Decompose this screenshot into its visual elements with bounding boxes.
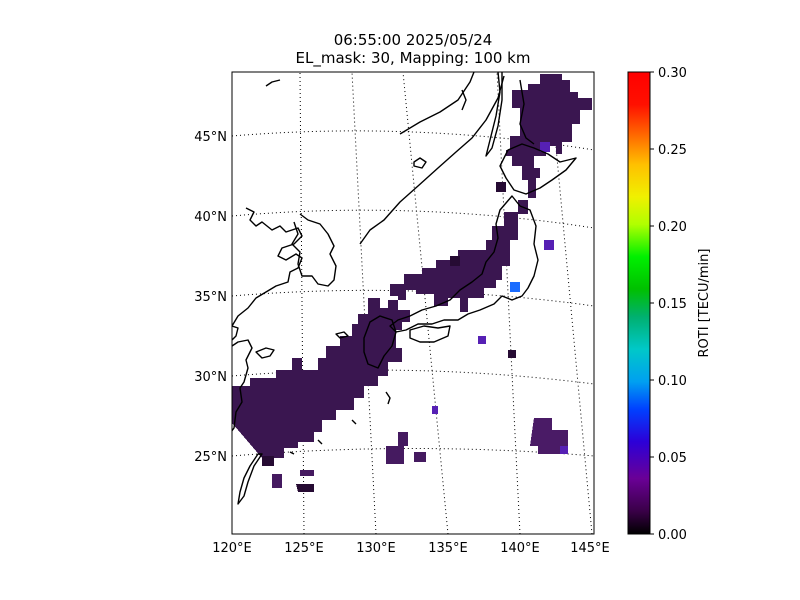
- lon-label-135: 135°E: [428, 541, 468, 556]
- lon-label-145: 145°E: [570, 541, 610, 556]
- colorbar-tick-4: 0.20: [658, 220, 687, 235]
- colorbar-tick-6: 0.30: [658, 66, 687, 81]
- colorbar: 0.00 0.05 0.10 0.15 0.20 0.25 0.30 ROTI …: [627, 66, 712, 543]
- longitude-gridlines: [299, 72, 593, 534]
- lat-label-25: 25°N: [194, 450, 227, 465]
- colorbar-tick-5: 0.25: [658, 143, 687, 158]
- latitude-labels: 25°N 30°N 35°N 40°N 45°N: [194, 130, 227, 465]
- lon-label-120: 120°E: [212, 541, 252, 556]
- colorbar-tick-1: 0.05: [658, 451, 687, 466]
- lat-label-40: 40°N: [194, 210, 227, 225]
- lat-label-30: 30°N: [194, 370, 227, 385]
- lon-label-130: 130°E: [356, 541, 396, 556]
- lon-label-140: 140°E: [500, 541, 540, 556]
- lon-label-125: 125°E: [284, 541, 324, 556]
- plot-title-time: 06:55:00 2025/05/24: [333, 31, 493, 49]
- colorbar-tick-0: 0.00: [658, 528, 687, 543]
- roti-cells: [232, 74, 592, 492]
- lat-label-45: 45°N: [194, 130, 227, 145]
- colorbar-gradient: [627, 71, 651, 535]
- lat-label-35: 35°N: [194, 290, 227, 305]
- plot-title-mask: EL_mask: 30, Mapping: 100 km: [295, 49, 531, 67]
- map-frame: [231, 71, 595, 535]
- coastlines: [232, 72, 577, 505]
- colorbar-tick-3: 0.15: [658, 297, 687, 312]
- colorbar-label: ROTI [TECU/min]: [697, 249, 712, 358]
- longitude-labels: 120°E 125°E 130°E 135°E 140°E 145°E: [212, 541, 610, 556]
- colorbar-tick-2: 0.10: [658, 374, 687, 389]
- map-area: [232, 72, 594, 534]
